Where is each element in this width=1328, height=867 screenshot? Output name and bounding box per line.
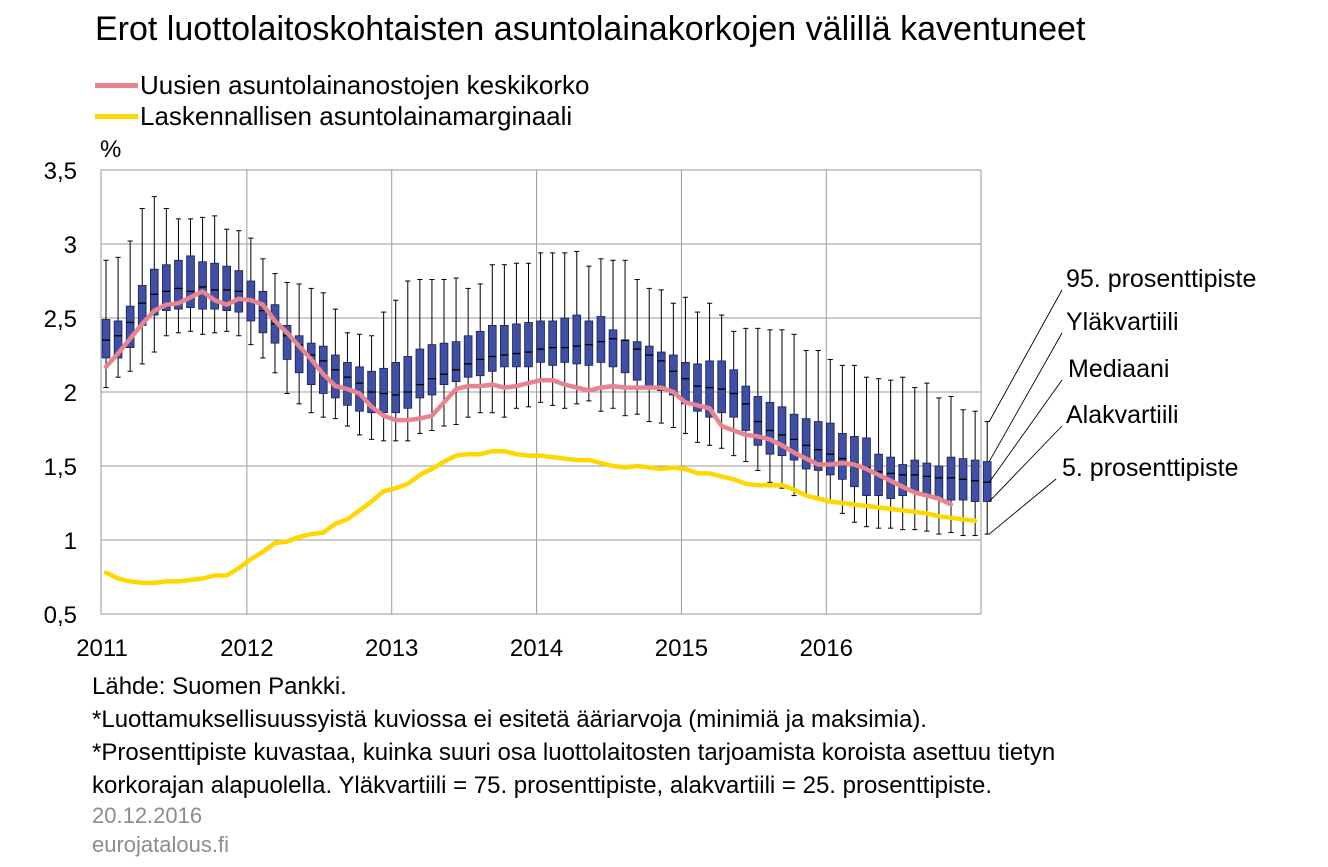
box-iqr [125,305,135,349]
x-tick-label: 2013 [365,635,418,662]
y-tick-label: 1,5 [44,454,77,481]
footer-note-1: *Luottamuksellisuussyistä kuviossa ei es… [92,706,927,733]
box-iqr [741,385,751,431]
box-iqr [898,464,908,496]
box-iqr [379,367,388,414]
series-line-keskikorko [103,289,954,507]
annotation-leader [988,379,1063,483]
box-iqr [838,433,847,480]
box-iqr [403,356,413,409]
annotation-leader [988,425,1063,502]
legend-label-marginaali: Laskennallisen asuntolainamarginaali [140,101,573,131]
box-iqr [560,317,570,363]
box-iqr [632,341,642,381]
legend-item-marginaali: Laskennallisen asuntolainamarginaali [95,101,572,132]
box-iqr [524,322,533,368]
legend-item-keskikorko: Uusien asuntolainanostojen keskikorko [95,70,590,101]
y-tick-label: 2,5 [44,306,77,333]
y-axis-unit: % [100,136,121,163]
box-iqr [801,418,811,470]
y-tick-label: 1 [64,528,77,555]
box-iqr [174,259,183,310]
box-iqr [451,341,461,383]
annotation-leader [988,289,1063,422]
box-iqr [210,262,219,310]
box-iqr [186,255,195,309]
footer-date: 20.12.2016 [92,803,203,828]
box-iqr [282,324,292,360]
box-iqr [596,316,606,363]
annotation-label: 95. prosenttipiste [1066,265,1256,293]
x-tick-label: 2014 [510,635,563,662]
box-iqr [487,324,497,372]
annotation-leader [988,478,1057,535]
annotation-leader [988,332,1063,462]
y-tick-label: 2 [64,380,77,407]
box-iqr [608,329,618,368]
box-iqr [439,342,449,386]
y-tick-label: 3,5 [44,158,77,185]
legend-label-keskikorko: Uusien asuntolainanostojen keskikorko [140,70,590,100]
footer-note-3: korkorajan alapuolella. Yläkvartiili = 7… [92,772,993,799]
box-iqr [294,335,304,374]
box-iqr [765,401,775,455]
series-line-marginaali [103,448,978,586]
annotation-label: Mediaani [1068,355,1169,383]
legend-swatch-marginaali [95,114,138,119]
box-iqr [620,339,630,374]
annotation-label: Alakvartiili [1066,401,1179,429]
box-iqr [777,406,787,457]
box-iqr [813,421,823,471]
box-iqr [548,320,557,366]
box-iqr [536,320,545,363]
box-iqr [415,348,425,399]
box-iqr [343,361,352,406]
box-iqr [825,422,835,476]
annotation-label: Yläkvartiili [1066,308,1179,336]
box-iqr [946,456,956,501]
legend-swatch-keskikorko [95,83,138,88]
x-tick-label: 2012 [220,635,273,662]
annotation-label: 5. prosenttipiste [1062,454,1239,482]
box-iqr [584,320,594,366]
chart-title: Erot luottolaitoskohtaisten asuntolainak… [95,10,1086,48]
box-iqr [910,459,920,494]
x-tick-label: 2015 [655,635,708,662]
box-iqr [355,366,364,412]
box-iqr [427,344,437,396]
x-tick-label: 2016 [800,635,853,662]
footer-source: Lähde: Suomen Pankki. [92,673,347,700]
box-iqr [391,361,401,414]
box-iqr [162,264,171,312]
x-tick-label: 2011 [76,635,128,662]
box-iqr [644,345,654,388]
box-iqr [198,261,207,310]
box-iqr [922,462,932,495]
box-iqr [705,360,714,418]
box-iqr [753,396,763,446]
box-iqr [789,413,799,461]
box-iqr [463,335,473,378]
box-iqr [101,319,111,359]
box-iqr [331,354,340,399]
footer-site: eurojatalous.fi [92,832,229,857]
box-iqr [982,461,992,502]
box-iqr [512,323,521,368]
box-iqr [934,465,944,499]
box-iqr [717,360,726,414]
footer-note-2: *Prosenttipiste kuvastaa, kuinka suuri o… [92,739,1056,766]
box-iqr [113,320,123,359]
box-iqr [572,314,582,365]
box-iqr [475,330,485,377]
y-tick-label: 3 [64,232,77,259]
box-iqr [222,265,232,312]
box-iqr [850,435,859,488]
y-tick-label: 0,5 [44,602,77,629]
box-iqr [656,351,666,391]
box-iqr [149,268,159,316]
box-iqr [500,324,509,368]
box-iqr [669,354,678,396]
box-iqr [693,363,702,412]
